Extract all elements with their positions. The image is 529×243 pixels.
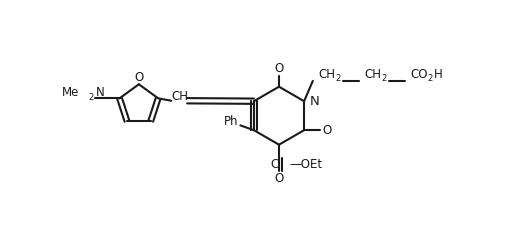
Text: 2: 2 xyxy=(88,93,93,102)
Text: 2: 2 xyxy=(335,74,341,84)
Text: C: C xyxy=(270,157,278,171)
Text: H: H xyxy=(434,68,443,81)
Text: Me: Me xyxy=(62,86,79,99)
Text: O: O xyxy=(323,124,332,137)
Text: N: N xyxy=(95,86,104,99)
Text: 2: 2 xyxy=(427,74,432,84)
Text: CO: CO xyxy=(411,68,428,81)
Text: —OEt: —OEt xyxy=(290,157,323,171)
Text: N: N xyxy=(310,95,320,108)
Text: O: O xyxy=(275,62,284,75)
Text: CH: CH xyxy=(364,68,382,81)
Text: Ph: Ph xyxy=(223,115,238,128)
Text: 2: 2 xyxy=(381,74,387,84)
Text: O: O xyxy=(275,172,284,185)
Text: CH: CH xyxy=(171,90,188,103)
Text: O: O xyxy=(135,71,144,84)
Text: CH: CH xyxy=(319,68,336,81)
